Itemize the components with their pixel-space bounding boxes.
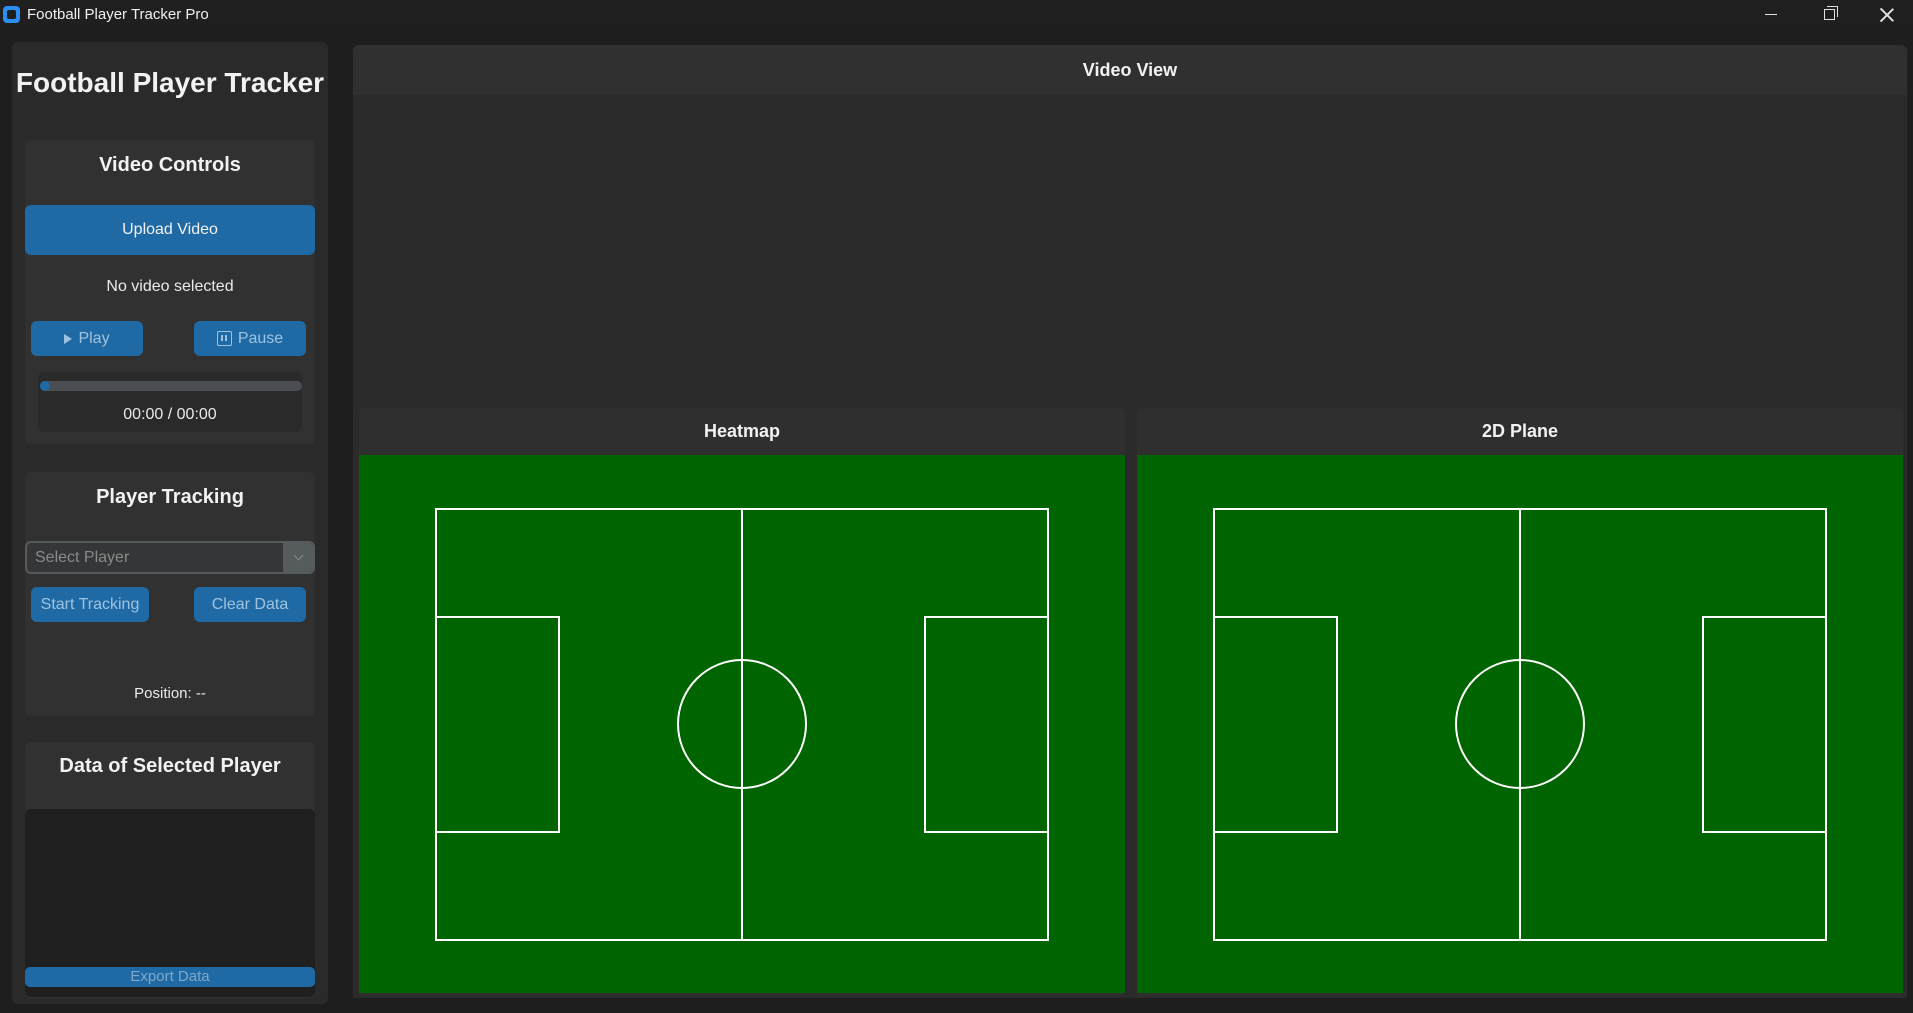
play-button[interactable]: Play xyxy=(31,321,143,356)
app-icon xyxy=(3,6,20,23)
video-view-title: Video View xyxy=(353,45,1907,95)
sidebar: Football Player Tracker Video Controls U… xyxy=(12,42,328,1004)
title-bar: Football Player Tracker Pro xyxy=(0,0,1913,29)
center-circle xyxy=(1455,659,1585,789)
plane-panel: 2D Plane xyxy=(1137,408,1903,996)
window-title: Football Player Tracker Pro xyxy=(27,6,209,23)
player-tracking-panel: Player Tracking Select Player Start Trac… xyxy=(25,472,315,716)
playback-box: 00:00 / 00:00 xyxy=(38,372,302,432)
left-penalty-box xyxy=(435,616,560,833)
player-select-placeholder: Select Player xyxy=(35,549,130,566)
video-controls-panel: Video Controls Upload Video No video sel… xyxy=(25,140,315,444)
minimize-icon xyxy=(1765,14,1777,15)
plane-title: 2D Plane xyxy=(1481,421,1559,441)
play-icon xyxy=(64,333,73,344)
export-data-button[interactable]: Export Data xyxy=(25,967,315,987)
close-button[interactable] xyxy=(1858,0,1913,29)
restore-icon xyxy=(1823,6,1838,20)
start-tracking-button[interactable]: Start Tracking xyxy=(31,587,149,622)
video-view-panel: Video View xyxy=(353,45,1907,405)
upload-video-button[interactable]: Upload Video xyxy=(25,205,315,255)
progress-slider[interactable] xyxy=(40,381,302,391)
center-circle xyxy=(677,659,807,789)
player-data-title: Data of Selected Player xyxy=(59,755,281,777)
right-penalty-box xyxy=(924,616,1049,833)
time-label: 00:00 / 00:00 xyxy=(123,406,217,423)
player-data-textbox[interactable] xyxy=(25,809,315,997)
app-heading: Football Player Tracker xyxy=(15,67,325,98)
pause-icon xyxy=(216,331,232,346)
progress-fill xyxy=(40,381,50,391)
video-status-label: No video selected xyxy=(106,278,234,295)
heatmap-title: Heatmap xyxy=(703,421,781,441)
heatmap-canvas[interactable] xyxy=(359,455,1125,993)
player-select-dropdown-button[interactable] xyxy=(283,543,313,572)
left-penalty-box xyxy=(1213,616,1338,833)
minimize-button[interactable] xyxy=(1742,0,1800,29)
play-label: Play xyxy=(78,329,110,347)
close-icon xyxy=(1880,8,1894,22)
heatmap-pitch xyxy=(435,508,1049,941)
chevron-down-icon xyxy=(293,550,303,561)
player-select[interactable]: Select Player xyxy=(25,541,315,574)
heatmap-panel: Heatmap xyxy=(359,408,1125,996)
maximize-button[interactable] xyxy=(1800,0,1858,29)
pause-label: Pause xyxy=(237,329,284,347)
pause-button[interactable]: Pause xyxy=(194,321,306,356)
plane-pitch xyxy=(1213,508,1827,941)
video-controls-title: Video Controls xyxy=(99,154,241,176)
player-tracking-title: Player Tracking xyxy=(96,486,244,508)
position-label: Position: -- xyxy=(134,685,206,702)
player-data-panel: Data of Selected Player xyxy=(25,742,315,998)
right-penalty-box xyxy=(1702,616,1827,833)
plane-canvas[interactable] xyxy=(1137,455,1903,993)
field-views: Heatmap 2D Plane xyxy=(353,400,1907,998)
clear-data-button[interactable]: Clear Data xyxy=(194,587,306,622)
